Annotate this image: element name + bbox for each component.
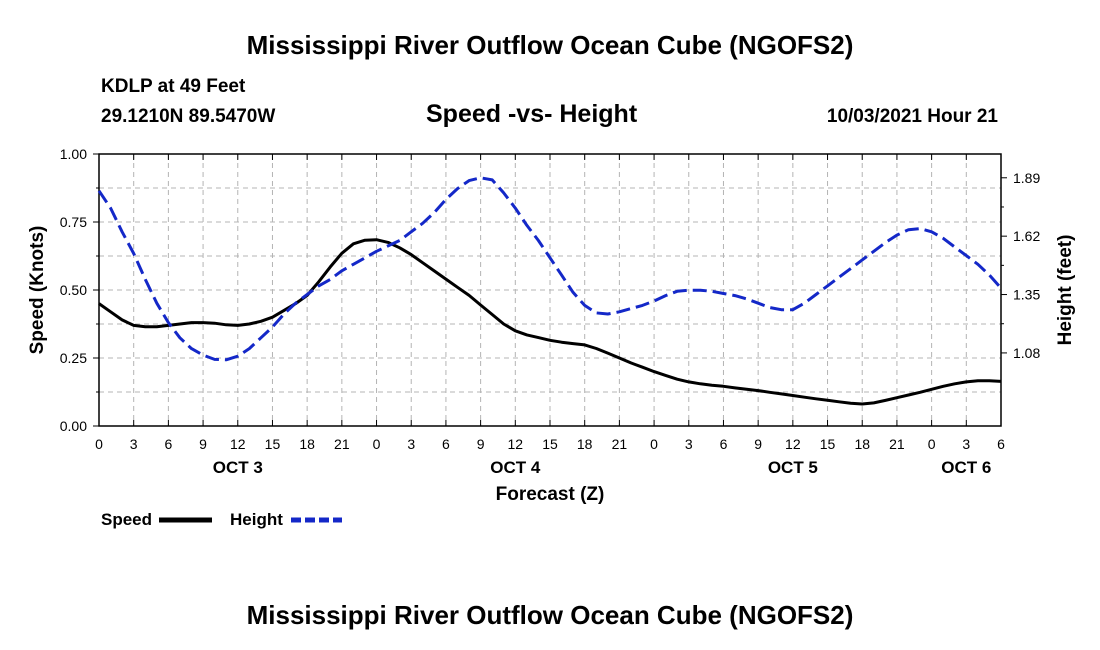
axis-ticks xyxy=(93,153,1007,427)
axis-labels: 0 3 6 9 12 15 18 21 0 3 6 9 12 15 18 21 0 3 6 9 12 15 18 21 0 3 6O… xyxy=(60,146,1041,477)
legend: Speed Height xyxy=(101,510,342,529)
x-axis-title: Forecast (Z) xyxy=(496,484,605,505)
x-tick-label: 3 xyxy=(407,436,415,452)
grid xyxy=(99,154,1001,426)
x-tick-label: 12 xyxy=(230,436,246,452)
series-line-speed xyxy=(98,238,1002,406)
y-left-tick-label: 0.25 xyxy=(60,350,87,366)
x-tick-label: 0 xyxy=(373,436,381,452)
y-left-tick-label: 0.75 xyxy=(60,214,87,230)
x-tick-label: 21 xyxy=(612,436,628,452)
x-tick-label: 9 xyxy=(477,436,485,452)
x-tick-label: 3 xyxy=(685,436,693,452)
y-right-tick-label: 1.89 xyxy=(1013,170,1040,186)
y-right-tick-label: 1.35 xyxy=(1013,287,1040,303)
x-tick-label: 12 xyxy=(785,436,801,452)
y-right-tick-label: 1.62 xyxy=(1013,228,1040,244)
x-tick-label: 18 xyxy=(577,436,593,452)
x-day-label: OCT 3 xyxy=(213,458,263,477)
station-label: KDLP at 49 Feet xyxy=(101,76,246,97)
x-tick-label: 21 xyxy=(889,436,905,452)
x-tick-label: 12 xyxy=(508,436,524,452)
x-tick-label: 0 xyxy=(95,436,103,452)
x-tick-label: 21 xyxy=(334,436,350,452)
y-left-tick-label: 0.00 xyxy=(60,418,87,434)
x-tick-label: 3 xyxy=(962,436,970,452)
x-tick-label: 15 xyxy=(265,436,281,452)
y-axis-title-left: Speed (Knots) xyxy=(27,226,48,355)
series xyxy=(97,176,1003,406)
x-tick-label: 6 xyxy=(720,436,728,452)
x-tick-label: 3 xyxy=(130,436,138,452)
x-tick-label: 0 xyxy=(928,436,936,452)
x-tick-label: 6 xyxy=(442,436,450,452)
coordinates-label: 29.1210N 89.5470W xyxy=(101,106,276,127)
x-day-label: OCT 5 xyxy=(768,458,818,477)
y-axis-title-right: Height (feet) xyxy=(1055,235,1076,346)
x-day-label: OCT 6 xyxy=(941,458,991,477)
x-day-label: OCT 4 xyxy=(490,458,541,477)
x-tick-label: 6 xyxy=(997,436,1005,452)
x-tick-label: 15 xyxy=(820,436,836,452)
bottom-title: Mississippi River Outflow Ocean Cube (NG… xyxy=(246,600,854,630)
x-tick-label: 6 xyxy=(164,436,172,452)
x-tick-label: 15 xyxy=(542,436,558,452)
chart-title: Speed -vs- Height xyxy=(426,100,638,128)
y-left-tick-label: 1.00 xyxy=(60,146,87,162)
x-tick-label: 18 xyxy=(299,436,315,452)
top-title: Mississippi River Outflow Ocean Cube (NG… xyxy=(246,30,854,60)
forecast-datetime: 10/03/2021 Hour 21 xyxy=(826,106,998,127)
series-line-height xyxy=(97,176,1003,362)
x-tick-label: 18 xyxy=(854,436,870,452)
y-left-tick-label: 0.50 xyxy=(60,282,87,298)
x-tick-label: 9 xyxy=(754,436,762,452)
x-tick-label: 0 xyxy=(650,436,658,452)
y-right-tick-label: 1.08 xyxy=(1013,345,1040,361)
x-tick-label: 9 xyxy=(199,436,207,452)
legend-label-speed: Speed xyxy=(101,510,152,529)
legend-label-height: Height xyxy=(230,510,283,529)
